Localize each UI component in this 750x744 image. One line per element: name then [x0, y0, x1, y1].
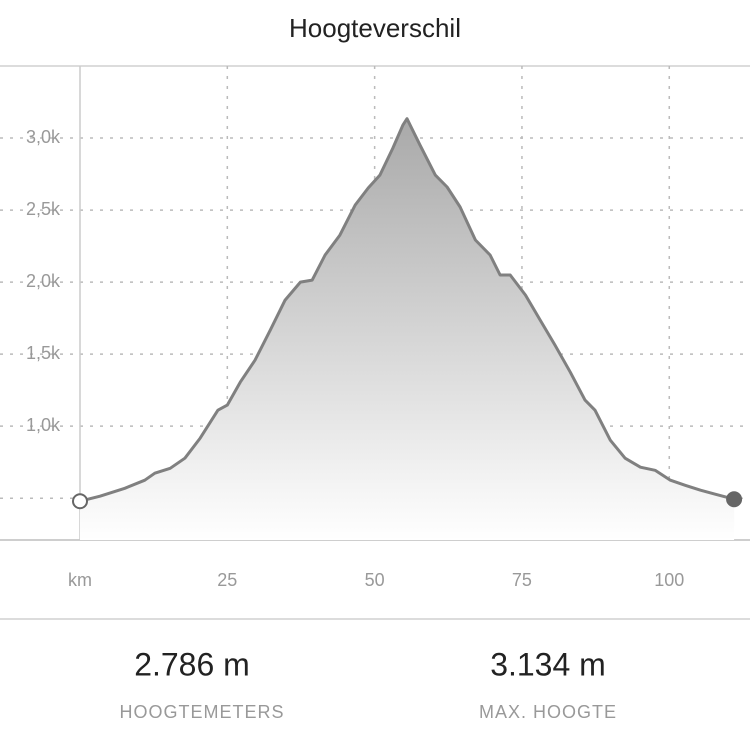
- y-tick-label: 1,5k: [26, 343, 61, 363]
- y-tick-label: 3,0k: [26, 127, 61, 147]
- page-title: Hoogteverschil: [289, 13, 461, 43]
- y-tick-label: 2,0k: [26, 271, 61, 291]
- x-tick-label: km: [68, 570, 92, 590]
- start-marker: [72, 493, 88, 510]
- end-marker: [726, 491, 743, 508]
- x-tick-label: 75: [512, 570, 532, 590]
- plot: 1,0k 1,5k 2,0k 2,5k 3,0k km 25 50 75 100: [0, 66, 750, 590]
- area-fill: [80, 118, 735, 540]
- stat-value: 2.786 m: [134, 646, 250, 682]
- elevation-line: [79, 117, 735, 503]
- y-tick-label: 1,0k: [26, 415, 61, 435]
- x-tick-label: 100: [654, 570, 684, 590]
- x-tick-label: 50: [365, 570, 385, 590]
- stat-label: HOOGTEMETERS: [119, 702, 284, 722]
- stat-label: MAX. HOOGTE: [479, 702, 617, 722]
- y-tick-label: 2,5k: [26, 199, 61, 219]
- stat-value: 3.134 m: [490, 646, 606, 682]
- x-tick-label: 25: [217, 570, 237, 590]
